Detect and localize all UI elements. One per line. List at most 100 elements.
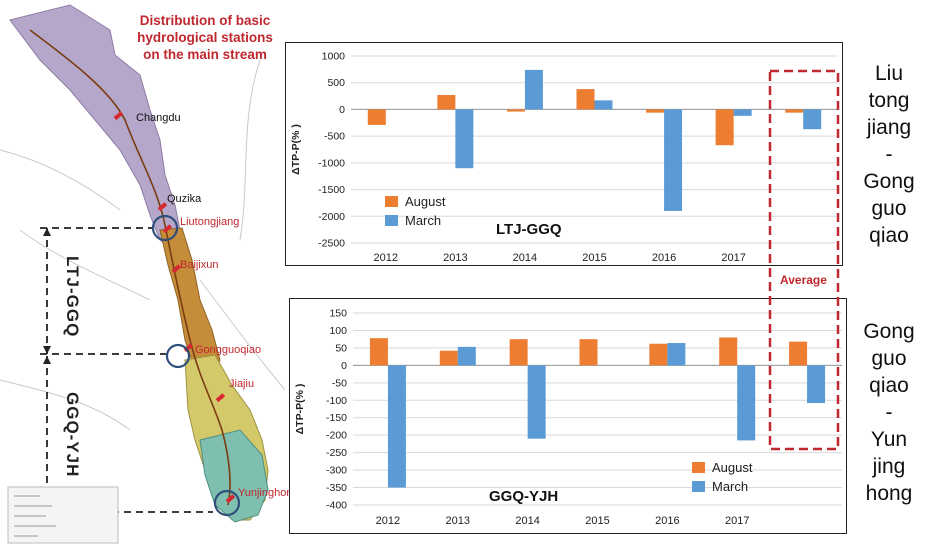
map-title-line: hydrological stations — [137, 30, 273, 45]
station-label-gongguoqiao: Gongguoqiao — [195, 344, 262, 356]
side-label-line: Gong — [863, 320, 915, 343]
station-label-baijixun: Baijixun — [180, 259, 219, 271]
y-tick-label: -2000 — [318, 211, 345, 223]
side-label-line: - — [885, 401, 893, 424]
legend-label-march: March — [405, 213, 441, 228]
y-tick-label: -500 — [324, 131, 345, 143]
side-label-line: tong — [868, 89, 910, 112]
y-tick-label: 150 — [329, 308, 347, 320]
boundary-lines — [0, 59, 285, 431]
bar-august-2014 — [509, 339, 528, 366]
station-label-quzika: Quzika — [167, 193, 202, 205]
y-tick-label: -400 — [326, 500, 347, 512]
map-legend-inset — [7, 486, 119, 544]
legend-swatch-march — [385, 215, 398, 226]
station-label-yunjinghong: Yunjinghong — [238, 487, 299, 499]
chart-ggq-yjh: 150 100 50 0 -50 -100 -150 -200 -250 -300 -350 -400… — [289, 298, 847, 539]
side-label-line: Gong — [863, 170, 915, 193]
y-tick-label: -2500 — [318, 238, 345, 250]
x-tick-label: 2014 — [515, 515, 539, 527]
x-tick-label: 2014 — [513, 252, 537, 264]
bar-august-2013 — [437, 95, 456, 110]
river-basin-map — [0, 4, 285, 544]
bar-august-2015 — [576, 89, 595, 110]
marker-jiajiu — [215, 393, 226, 403]
chart-title: LTJ-GGQ — [496, 221, 562, 238]
side-label-line: jing — [872, 455, 906, 478]
segment-label-ggq-yjh: GGQ-YJH — [63, 392, 82, 478]
map-title-line: Distribution of basic — [139, 13, 271, 28]
circle-liutongjiang — [151, 214, 179, 242]
side-label-line: Yun — [870, 428, 908, 451]
legend-swatch-august — [692, 462, 705, 473]
segment-label-ltj-ggq: LTJ-GGQ — [63, 256, 82, 338]
bar-august-2017 — [715, 109, 734, 146]
x-tick-label: 2012 — [376, 515, 400, 527]
x-tick-label: 2016 — [655, 515, 679, 527]
legend-swatch-march — [692, 481, 705, 492]
chart-frame — [285, 42, 843, 266]
legend-label-march: March — [712, 479, 748, 494]
side-label-line: guo — [871, 197, 907, 220]
side-label-line: hong — [865, 482, 913, 505]
y-tick-label: 0 — [341, 360, 347, 372]
map-title: Distribution of basic hydrological stati… — [120, 12, 290, 63]
marker-baijixun — [171, 264, 182, 274]
bar-august-2017 — [719, 337, 738, 366]
y-tick-label: -200 — [326, 430, 347, 442]
y-tick-label: -350 — [326, 482, 347, 494]
marker-liutongjiang — [162, 224, 173, 234]
y-tick-label: -300 — [326, 465, 347, 477]
y-tick-label: 0 — [339, 104, 345, 116]
bar-march-2015 — [594, 100, 613, 110]
bar-march-2016 — [664, 109, 683, 211]
y-axis-label: ΔTP-P(% ) — [290, 124, 302, 175]
x-tick-label: 2015 — [582, 252, 606, 264]
map-title-line: on the main stream — [143, 47, 267, 62]
bar-august-2016 — [646, 109, 665, 113]
bar-march-average — [807, 365, 826, 404]
bar-august-average — [785, 109, 804, 113]
bar-august-2015 — [579, 339, 598, 366]
bar-march-2012 — [387, 365, 406, 488]
side-label-line: Liu — [874, 62, 904, 85]
side-label-line: guo — [871, 347, 907, 370]
marker-changdu — [113, 111, 124, 121]
marker-quzika — [157, 202, 168, 212]
y-tick-label: -100 — [326, 395, 347, 407]
basin-lowest — [199, 429, 269, 523]
side-label-bottom: Gong guo qiao - Yun jing hong — [858, 318, 920, 507]
legend-swatch-august — [385, 196, 398, 207]
station-label-jiajiu: Jiajiu — [229, 378, 255, 390]
chart-ltj-ggq: 1000 500 0 -500 -1000 -1500 -2000 -2500 ΔTP-P(% … — [285, 42, 843, 271]
bar-august-average — [789, 341, 808, 366]
x-tick-label: 2013 — [446, 515, 470, 527]
bar-march-2016 — [667, 343, 686, 366]
chart-title: GGQ-YJH — [489, 488, 558, 505]
side-label-line: qiao — [869, 224, 909, 247]
bar-march-2017 — [733, 109, 752, 116]
x-tick-label: 2012 — [374, 252, 398, 264]
legend-label-august: August — [405, 194, 446, 209]
y-tick-label: -50 — [332, 377, 347, 389]
bar-march-2017 — [737, 365, 756, 441]
x-tick-label: 2016 — [652, 252, 676, 264]
bar-march-average — [803, 109, 822, 130]
x-tick-label: 2017 — [721, 252, 745, 264]
side-label-line: jiang — [866, 116, 912, 139]
average-label: Average — [780, 273, 827, 287]
legend-label-august: August — [712, 460, 753, 475]
y-axis-label: ΔTP-P(% ) — [294, 384, 306, 435]
y-tick-label: -250 — [326, 447, 347, 459]
y-tick-label: -150 — [326, 412, 347, 424]
bar-march-2013 — [457, 346, 476, 366]
station-label-changdu: Changdu — [136, 112, 181, 124]
side-label-line: - — [885, 143, 893, 166]
bar-august-2012 — [367, 109, 386, 125]
side-label-line: qiao — [869, 374, 909, 397]
station-label-liutongjiang: Liutongjiang — [180, 216, 240, 228]
x-tick-label: 2015 — [585, 515, 609, 527]
river-map-panel: Distribution of basic hydrological stati… — [0, 0, 299, 547]
y-tick-label: 50 — [335, 342, 347, 354]
bar-august-2013 — [439, 350, 458, 366]
